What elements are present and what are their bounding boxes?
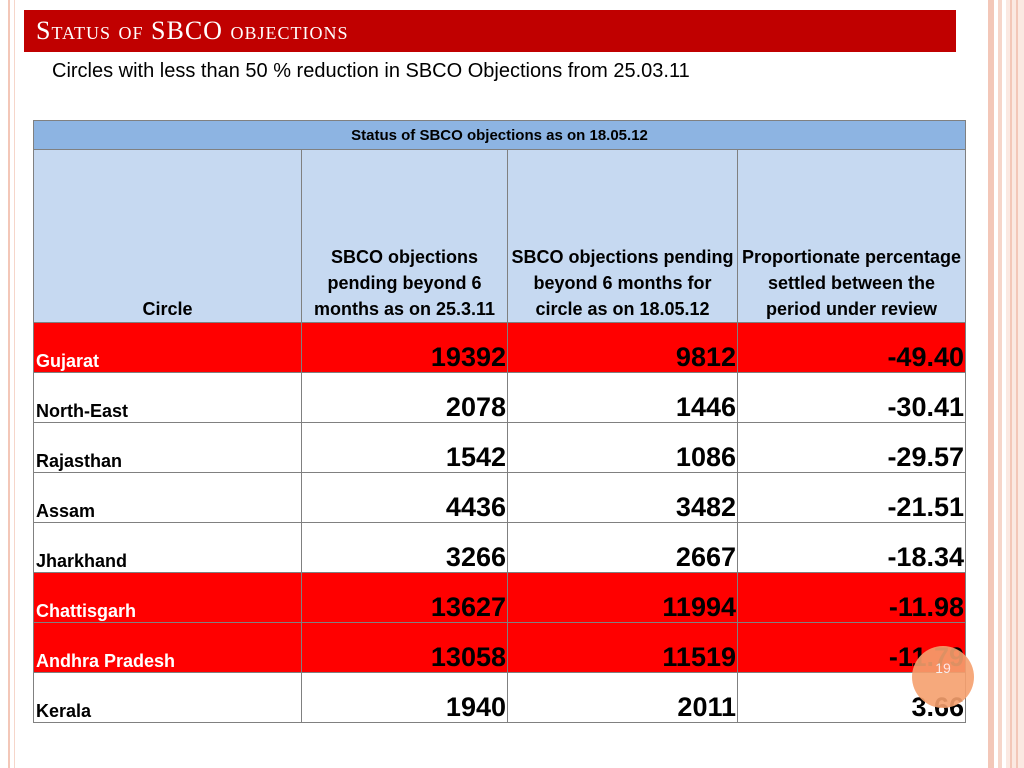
table-caption-row: Status of SBCO objections as on 18.05.12	[33, 120, 966, 150]
table-row: Jharkhand 3266 2667 -18.34	[33, 522, 966, 573]
table-row: Assam 4436 3482 -21.51	[33, 472, 966, 523]
decor-stripe	[1006, 0, 1024, 768]
cell-circle: Jharkhand	[33, 522, 302, 573]
cell-pending-2011: 19392	[301, 322, 508, 373]
frame-line-left-inner	[14, 0, 15, 768]
frame-line-left	[8, 0, 10, 768]
decor-stripe	[988, 0, 994, 768]
cell-percent: -21.51	[737, 472, 966, 523]
column-header-pending-2012: SBCO objections pending beyond 6 months …	[507, 149, 738, 323]
cell-pending-2011: 4436	[301, 472, 508, 523]
cell-pending-2012: 11994	[507, 572, 738, 623]
table-caption: Status of SBCO objections as on 18.05.12	[33, 120, 966, 150]
cell-percent: -29.57	[737, 422, 966, 473]
cell-circle: Assam	[33, 472, 302, 523]
table-row: Chattisgarh 13627 11994 -11.98	[33, 572, 966, 623]
cell-pending-2011: 13627	[301, 572, 508, 623]
column-header-row: Circle SBCO objections pending beyond 6 …	[33, 149, 966, 323]
slide-number-badge: 19	[912, 646, 974, 708]
slide-title: Status of SBCO objections	[36, 16, 349, 45]
cell-pending-2011: 2078	[301, 372, 508, 423]
table-row: Andhra Pradesh 13058 11519 -11.79	[33, 622, 966, 673]
table-row: Kerala 1940 2011 3.66	[33, 672, 966, 723]
slide-subtitle: Circles with less than 50 % reduction in…	[52, 60, 690, 82]
cell-circle: Chattisgarh	[33, 572, 302, 623]
cell-pending-2012: 11519	[507, 622, 738, 673]
table-row: North-East 2078 1446 -30.41	[33, 372, 966, 423]
cell-pending-2012: 9812	[507, 322, 738, 373]
cell-pending-2012: 1086	[507, 422, 738, 473]
cell-pending-2012: 2011	[507, 672, 738, 723]
cell-percent: -30.41	[737, 372, 966, 423]
decor-stripe	[1016, 0, 1018, 768]
cell-percent: -18.34	[737, 522, 966, 573]
title-bar: Status of SBCO objections	[24, 10, 956, 52]
cell-pending-2012: 1446	[507, 372, 738, 423]
cell-pending-2011: 1542	[301, 422, 508, 473]
cell-circle: Andhra Pradesh	[33, 622, 302, 673]
cell-percent: -11.98	[737, 572, 966, 623]
decor-stripe	[998, 0, 1002, 768]
cell-circle: Rajasthan	[33, 422, 302, 473]
table-row: Gujarat 19392 9812 -49.40	[33, 322, 966, 373]
cell-pending-2012: 2667	[507, 522, 738, 573]
column-header-percent: Proportionate percentage settled between…	[737, 149, 966, 323]
decor-stripe	[1010, 0, 1012, 768]
cell-pending-2011: 3266	[301, 522, 508, 573]
table-row: Rajasthan 1542 1086 -29.57	[33, 422, 966, 473]
cell-pending-2011: 13058	[301, 622, 508, 673]
slide-number: 19	[935, 660, 951, 676]
sbco-table: Status of SBCO objections as on 18.05.12…	[33, 120, 966, 723]
cell-circle: North-East	[33, 372, 302, 423]
cell-pending-2011: 1940	[301, 672, 508, 723]
column-header-pending-2011: SBCO objections pending beyond 6 months …	[301, 149, 508, 323]
cell-pending-2012: 3482	[507, 472, 738, 523]
cell-circle: Kerala	[33, 672, 302, 723]
cell-percent: -49.40	[737, 322, 966, 373]
cell-circle: Gujarat	[33, 322, 302, 373]
column-header-circle: Circle	[33, 149, 302, 323]
